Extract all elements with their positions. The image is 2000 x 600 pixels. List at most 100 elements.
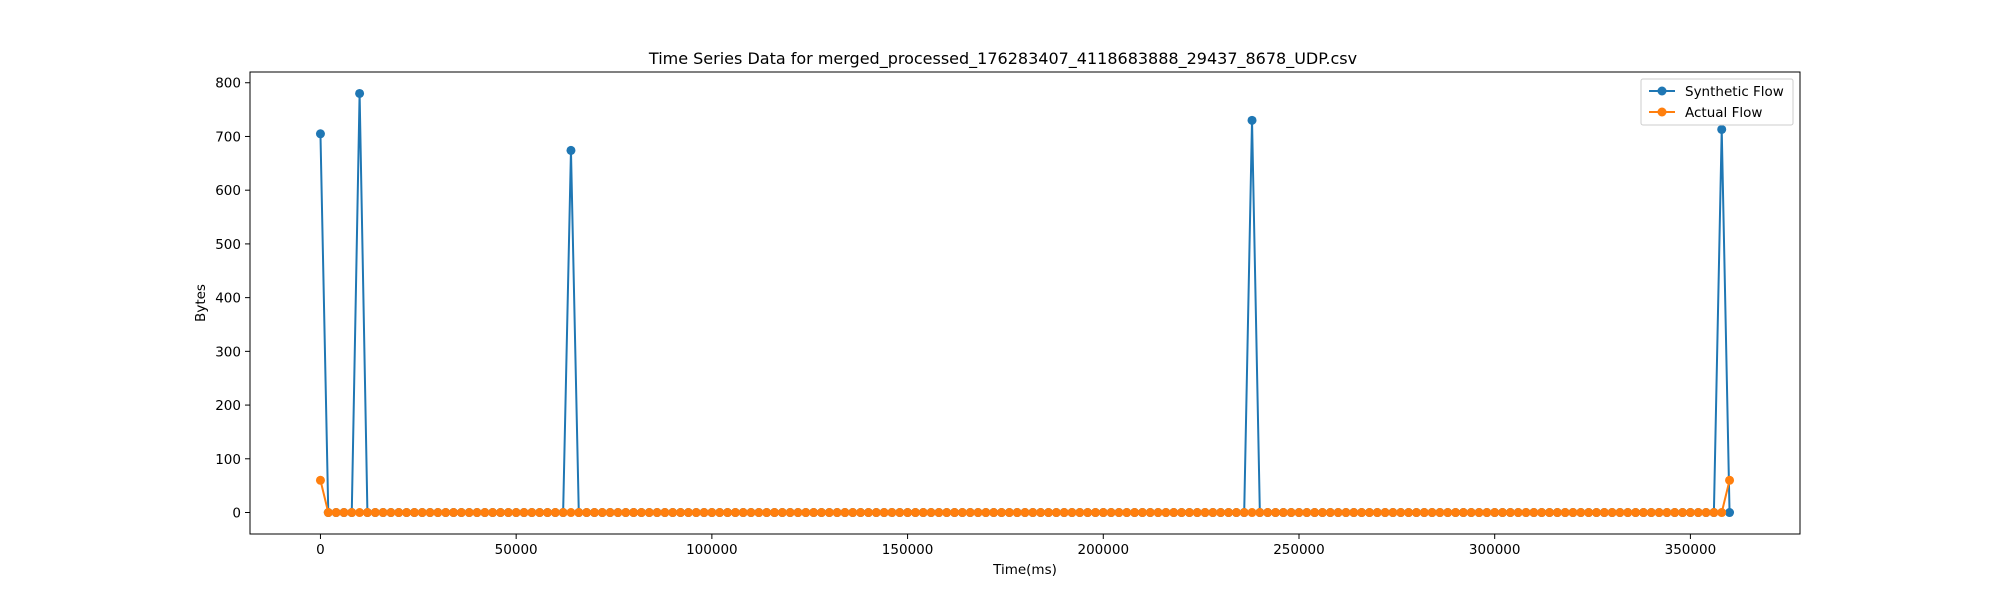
- data-point: [605, 508, 615, 518]
- data-point: [1067, 508, 1077, 518]
- data-point: [1552, 508, 1562, 518]
- data-point: [472, 508, 482, 518]
- data-point: [402, 508, 412, 518]
- data-point: [1451, 508, 1461, 518]
- series-line: [319, 92, 1731, 514]
- data-point: [1177, 508, 1187, 518]
- data-point: [895, 508, 905, 518]
- data-point: [1341, 508, 1351, 518]
- data-point: [1255, 508, 1265, 518]
- legend-synthetic-marker: [1657, 86, 1667, 96]
- data-point: [809, 508, 819, 518]
- data-point: [863, 508, 873, 518]
- data-point: [558, 508, 568, 518]
- data-point: [527, 508, 537, 518]
- data-point: [1043, 508, 1053, 518]
- axes-ticks: 0 50000 100000 150000 200000 250000 300000 3500…: [215, 76, 1716, 558]
- data-point: [1591, 508, 1601, 518]
- data-point: [1435, 508, 1445, 518]
- data-point: [370, 508, 380, 518]
- data-point: [1725, 475, 1735, 485]
- data-point: [621, 508, 631, 518]
- y-tick-label: 500: [215, 237, 241, 253]
- data-point: [1090, 508, 1100, 518]
- plot-area-frame: [249, 71, 1801, 535]
- data-point: [1380, 508, 1390, 518]
- legend: Synthetic Flow Actual Flow: [1640, 78, 1794, 126]
- data-point: [1349, 508, 1359, 518]
- data-point: [1599, 508, 1609, 518]
- data-point: [1678, 508, 1688, 518]
- data-point: [840, 508, 850, 518]
- y-axis-label: Bytes: [193, 284, 209, 322]
- data-point: [1615, 508, 1625, 518]
- y-tick-label: 400: [215, 291, 241, 307]
- data-point: [496, 508, 506, 518]
- data-point: [1490, 508, 1500, 518]
- data-point: [699, 508, 709, 518]
- y-tick-label: 100: [215, 452, 241, 468]
- data-point: [574, 508, 584, 518]
- data-point: [1670, 508, 1680, 518]
- data-point: [754, 508, 764, 518]
- data-point: [1529, 508, 1539, 518]
- data-point: [1537, 508, 1547, 518]
- data-point: [1192, 508, 1202, 518]
- data-point: [989, 508, 999, 518]
- data-point: [1646, 508, 1656, 518]
- data-point: [339, 508, 349, 518]
- data-point: [394, 508, 404, 518]
- data-point: [785, 508, 795, 518]
- data-point: [1083, 508, 1093, 518]
- data-point: [926, 508, 936, 518]
- data-point: [715, 508, 725, 518]
- data-point: [801, 508, 811, 518]
- x-tick-label: 50000: [495, 542, 538, 558]
- data-point: [1419, 508, 1429, 518]
- data-point: [762, 508, 772, 518]
- data-point: [832, 508, 842, 518]
- data-point: [652, 508, 662, 518]
- series-layer: [315, 88, 1735, 518]
- data-point: [425, 508, 435, 518]
- data-point: [1638, 508, 1648, 518]
- data-point: [597, 508, 607, 518]
- data-point: [629, 508, 639, 518]
- data-point: [1278, 508, 1288, 518]
- data-point: [1169, 508, 1179, 518]
- data-point: [464, 508, 474, 518]
- data-point: [1028, 508, 1038, 518]
- data-point: [1513, 508, 1523, 518]
- data-point: [793, 508, 803, 518]
- data-point: [315, 475, 325, 485]
- data-point: [433, 508, 443, 518]
- data-point: [566, 508, 576, 518]
- chart-title: Time Series Data for merged_processed_17…: [648, 49, 1357, 69]
- data-point: [1701, 508, 1711, 518]
- data-point: [1239, 508, 1249, 518]
- legend-actual-marker: [1657, 107, 1667, 117]
- data-point: [331, 508, 341, 518]
- data-point: [965, 508, 975, 518]
- data-point: [1607, 508, 1617, 518]
- y-tick-label: 600: [215, 183, 241, 199]
- data-point: [1137, 508, 1147, 518]
- data-point: [723, 508, 733, 518]
- data-point: [1357, 508, 1367, 518]
- data-point: [746, 508, 756, 518]
- data-point: [323, 508, 333, 518]
- data-point: [1294, 508, 1304, 518]
- y-tick-label: 800: [215, 76, 241, 92]
- data-point: [1584, 508, 1594, 518]
- data-point: [1568, 508, 1578, 518]
- data-point: [1717, 508, 1727, 518]
- data-point: [816, 508, 826, 518]
- data-point: [1098, 508, 1108, 518]
- data-point: [824, 508, 834, 518]
- data-point: [738, 508, 748, 518]
- data-point: [1208, 508, 1218, 518]
- data-point: [950, 508, 960, 518]
- data-point: [1725, 508, 1735, 518]
- data-point: [315, 129, 325, 139]
- x-axis-label: Time(ms): [992, 562, 1057, 578]
